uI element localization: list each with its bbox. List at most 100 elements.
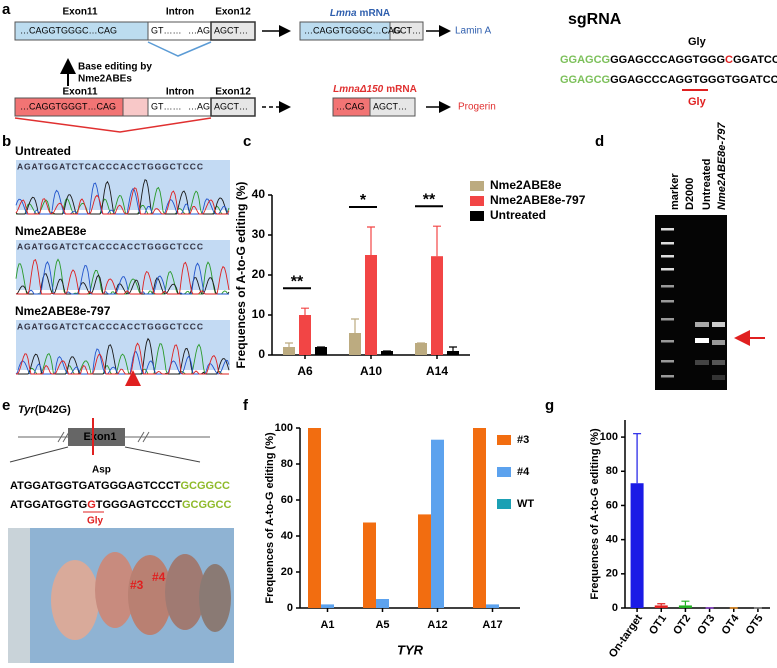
sgrna-seq: GGAGCGGGAGCCCAGGTGGGCGGATCCATC — [560, 54, 777, 66]
note: Base editing by — [78, 62, 152, 73]
sequence: AGATGGATCTCACCCACCTGGGCTCCC — [17, 161, 204, 171]
seq: GGATCCATC — [733, 54, 777, 66]
sequence: GT…… — [151, 25, 182, 35]
bar — [630, 483, 644, 608]
bar — [418, 514, 431, 608]
pam: GCGGCC — [180, 480, 230, 492]
intron-label: Intron — [166, 7, 194, 18]
splice-line — [147, 41, 212, 57]
band — [712, 340, 725, 345]
band — [661, 340, 674, 343]
legend-label: #3 — [517, 434, 529, 446]
legend-label: WT — [517, 498, 534, 510]
error-bar — [285, 342, 293, 347]
panel-d: marker D2000 Untreated Nme2ABE8e-797 — [655, 122, 765, 390]
exon-box — [68, 428, 125, 446]
error-bar — [351, 318, 359, 333]
band — [661, 268, 674, 271]
y-tick-label: 40 — [252, 187, 266, 201]
exon-label: Exon11 — [62, 87, 97, 98]
panel-label: c — [243, 133, 251, 150]
x-tick-label: OT1 — [647, 613, 669, 637]
exon-label: Exon1 — [83, 431, 116, 443]
y-tick-label: 40 — [606, 534, 618, 546]
seq: GGAGCCCAGGTGGG — [610, 54, 725, 66]
sequence: GCT… — [393, 25, 421, 35]
mouse-label: #3 — [130, 578, 144, 592]
gene-label: Tyr(D42G) — [18, 404, 71, 416]
trace — [15, 187, 230, 215]
sequence: AGCT… — [373, 101, 407, 111]
panel-label: a — [2, 1, 11, 18]
pam: GCGGCC — [182, 499, 232, 511]
exon-label: Exon11 — [62, 7, 97, 18]
y-tick-label: 20 — [606, 568, 618, 580]
x-tick-label: A12 — [427, 619, 447, 631]
band — [661, 242, 674, 245]
bar — [283, 347, 295, 355]
x-tick-label: A10 — [360, 364, 382, 378]
mouse — [95, 552, 135, 628]
y-tick-label: 20 — [252, 267, 266, 281]
x-axis-label: TYR — [397, 642, 424, 657]
pam: GGAGCG — [560, 74, 610, 86]
band — [661, 285, 674, 288]
lane-label: Nme2ABE8e-797 — [716, 122, 728, 210]
sequence: AGCT… — [214, 25, 248, 35]
splice-line — [14, 117, 212, 133]
error-bar — [301, 307, 309, 315]
x-tick-label: On-target — [607, 612, 645, 660]
y-tick-label: 30 — [252, 227, 266, 241]
bar — [654, 605, 668, 608]
legend-swatch — [497, 435, 511, 445]
legend-swatch — [470, 211, 484, 221]
mouse-label: #4 — [152, 570, 166, 584]
edit-base: C — [725, 54, 733, 66]
y-tick-label: 60 — [281, 494, 293, 506]
bar — [308, 428, 321, 608]
word: mRNA — [360, 8, 391, 19]
gene: Tyr — [18, 404, 35, 416]
panel-label: f — [243, 397, 249, 414]
charts: 0 10 20 30 40 Frequences of A-to-G editing (%… — [234, 178, 770, 660]
note: Nme2ABEs — [78, 74, 132, 85]
bar — [447, 351, 459, 355]
bar — [486, 604, 499, 608]
seq: ATGGATGGTGATGGGAGTCCCT — [10, 480, 181, 492]
gene: LmnaΔ150 — [333, 84, 384, 95]
bar — [365, 255, 377, 355]
panel-label: d — [595, 133, 604, 150]
lane-label: Untreated — [701, 159, 713, 210]
x-tick-label: A5 — [375, 619, 389, 631]
error-bar — [367, 226, 375, 255]
legend-label: Nme2ABE8e — [490, 178, 562, 192]
gene: Lmna — [330, 8, 357, 19]
bar — [431, 439, 444, 608]
trace — [15, 259, 230, 295]
panel-a: Exon11 Intron Exon12 …CAGGTGGGC…CAG GT……… — [14, 7, 777, 133]
y-tick-label: 80 — [606, 465, 618, 477]
ruler — [8, 528, 30, 663]
band — [712, 375, 725, 380]
mrna-box — [369, 97, 416, 117]
band — [661, 228, 674, 231]
edit-base: G — [87, 499, 96, 511]
exon-label: Exon12 — [215, 87, 251, 98]
y-axis-label: Frequences of A-to-G editing (%) — [234, 182, 248, 369]
sgrna-title: sgRNA — [568, 11, 622, 28]
legend-label: Untreated — [490, 208, 546, 222]
x-tick-label: A17 — [482, 619, 502, 631]
band — [712, 322, 725, 327]
legend-swatch — [497, 499, 511, 509]
seq: GGAGCCCAGGTGGGTGGATCCATC — [610, 74, 777, 86]
significance: ** — [423, 191, 436, 208]
legend-swatch — [470, 181, 484, 191]
bar — [376, 599, 389, 608]
legend-label: #4 — [517, 466, 530, 478]
track-title: Nme2ABE8e — [15, 224, 87, 238]
seq: TGGGAGTCCCT — [96, 499, 182, 511]
mouse — [165, 554, 205, 630]
band — [695, 322, 709, 327]
y-tick-label: 0 — [612, 602, 618, 614]
